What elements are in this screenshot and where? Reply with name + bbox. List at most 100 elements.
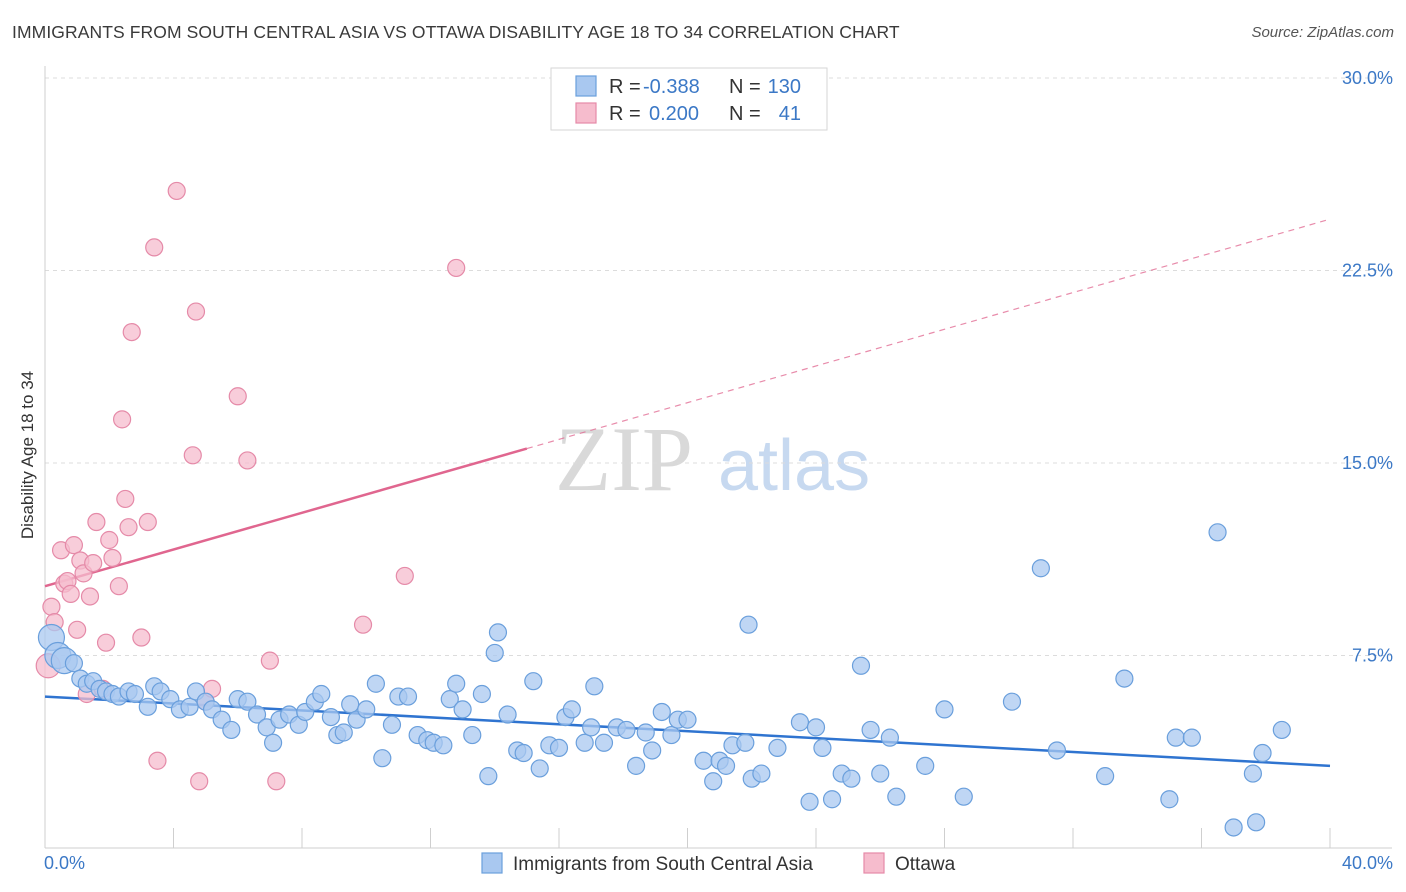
point-south-central-asia bbox=[790, 713, 810, 732]
point-ottawa bbox=[132, 628, 151, 647]
point-south-central-asia bbox=[1247, 813, 1266, 832]
point-south-central-asia bbox=[562, 700, 581, 719]
point-south-central-asia bbox=[1047, 741, 1067, 760]
point-ottawa bbox=[61, 584, 80, 604]
point-south-central-asia bbox=[247, 705, 267, 724]
point-south-central-asia bbox=[463, 725, 482, 745]
point-ottawa bbox=[353, 615, 373, 634]
point-south-central-asia bbox=[652, 702, 671, 722]
bottom-legend-label-pink: Ottawa bbox=[895, 854, 956, 875]
point-south-central-asia bbox=[524, 672, 543, 691]
watermark-zip: ZIP bbox=[555, 408, 693, 510]
point-ottawa bbox=[96, 633, 116, 652]
axes bbox=[44, 66, 1392, 849]
point-ottawa bbox=[260, 651, 279, 670]
point-south-central-asia bbox=[585, 677, 604, 696]
point-south-central-asia bbox=[1002, 692, 1022, 711]
point-south-central-asia bbox=[861, 720, 880, 740]
point-south-central-asia bbox=[341, 695, 360, 714]
point-south-central-asia bbox=[1166, 728, 1185, 747]
point-south-central-asia bbox=[626, 756, 646, 775]
point-south-central-asia bbox=[800, 792, 819, 811]
point-south-central-asia bbox=[498, 705, 517, 724]
point-south-central-asia bbox=[125, 684, 145, 704]
bottom-legend-label-blue: Immigrants from South Central Asia bbox=[513, 854, 813, 875]
point-ottawa bbox=[112, 410, 132, 429]
point-south-central-asia bbox=[842, 769, 861, 788]
point-south-central-asia bbox=[382, 715, 402, 734]
point-south-central-asia bbox=[1182, 728, 1201, 747]
point-south-central-asia bbox=[1243, 764, 1263, 783]
point-south-central-asia bbox=[312, 684, 331, 704]
point-south-central-asia bbox=[222, 720, 241, 740]
point-south-central-asia bbox=[704, 772, 723, 791]
point-south-central-asia bbox=[238, 692, 257, 711]
trend-line-pink-extension bbox=[526, 218, 1331, 450]
y-tick-label: 7.5% bbox=[1352, 646, 1393, 666]
point-south-central-asia bbox=[488, 623, 508, 642]
point-south-central-asia bbox=[575, 733, 594, 752]
point-south-central-asia bbox=[636, 723, 655, 742]
legend-r-value-2: 0.200 bbox=[649, 103, 699, 125]
point-south-central-asia bbox=[334, 723, 353, 742]
point-ottawa bbox=[238, 451, 257, 470]
point-south-central-asia bbox=[1272, 720, 1291, 740]
grid-lines bbox=[45, 77, 1392, 656]
top-legend: R = -0.388 N = 130 R = 0.200 N = 41 bbox=[550, 67, 828, 131]
point-south-central-asia bbox=[617, 720, 636, 740]
point-south-central-asia bbox=[434, 736, 453, 755]
point-south-central-asia bbox=[752, 764, 771, 783]
point-south-central-asia bbox=[1096, 767, 1115, 786]
source-credit: Source: ZipAtlas.com bbox=[1251, 24, 1394, 41]
point-south-central-asia bbox=[582, 718, 601, 737]
point-ottawa bbox=[80, 587, 100, 606]
point-ottawa bbox=[42, 597, 61, 616]
point-south-central-asia bbox=[138, 697, 157, 716]
point-ottawa bbox=[109, 577, 128, 596]
point-south-central-asia bbox=[453, 700, 472, 719]
point-south-central-asia bbox=[64, 654, 84, 673]
point-south-central-asia bbox=[822, 790, 842, 809]
legend-n-value-2: 41 bbox=[779, 103, 801, 125]
legend-swatch-pink bbox=[575, 102, 597, 124]
legend-r-label-1: R = bbox=[609, 76, 641, 98]
point-south-central-asia bbox=[366, 674, 385, 693]
bottom-legend: Immigrants from South Central Asia Ottaw… bbox=[481, 852, 956, 875]
point-south-central-asia bbox=[739, 615, 758, 634]
point-south-central-asia bbox=[398, 687, 418, 706]
watermark-atlas: atlas bbox=[718, 426, 870, 506]
legend-swatch-blue bbox=[575, 75, 597, 97]
point-south-central-asia bbox=[678, 710, 697, 729]
point-ottawa bbox=[100, 530, 119, 550]
point-south-central-asia bbox=[447, 674, 466, 693]
x-tick-label-max: 40.0% bbox=[1342, 853, 1393, 873]
point-ottawa bbox=[167, 181, 186, 201]
point-ottawa bbox=[267, 772, 286, 791]
point-ottawa bbox=[138, 512, 157, 532]
point-south-central-asia bbox=[1208, 523, 1227, 542]
point-ottawa bbox=[116, 489, 135, 509]
point-south-central-asia bbox=[643, 741, 662, 760]
legend-box bbox=[550, 67, 828, 131]
point-south-central-asia bbox=[1253, 743, 1272, 763]
point-ottawa bbox=[68, 620, 87, 639]
point-south-central-asia bbox=[1031, 559, 1050, 578]
legend-r-label-2: R = bbox=[609, 103, 641, 125]
point-south-central-asia bbox=[880, 728, 899, 747]
point-ottawa bbox=[64, 536, 84, 555]
legend-r-value-1: -0.388 bbox=[643, 76, 700, 98]
point-south-central-asia bbox=[263, 733, 283, 752]
point-ottawa bbox=[190, 772, 209, 791]
chart-title: IMMIGRANTS FROM SOUTH CENTRAL ASIA VS OT… bbox=[12, 22, 900, 42]
point-south-central-asia bbox=[694, 751, 713, 770]
y-tick-label: 15.0% bbox=[1342, 453, 1393, 473]
point-south-central-asia bbox=[768, 738, 787, 758]
point-ottawa bbox=[447, 258, 466, 278]
point-south-central-asia bbox=[479, 767, 498, 786]
point-south-central-asia bbox=[321, 707, 341, 727]
point-ottawa bbox=[145, 238, 164, 257]
legend-n-label-2: N = bbox=[729, 103, 761, 125]
point-ottawa bbox=[395, 566, 414, 586]
point-south-central-asia bbox=[806, 718, 826, 737]
